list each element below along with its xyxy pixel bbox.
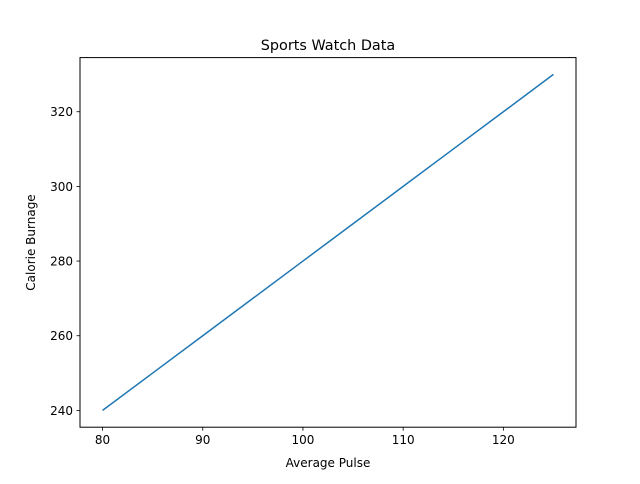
chart-title: Sports Watch Data [261,38,395,54]
y-tick-label: 320 [50,105,73,119]
series-line [102,73,554,412]
y-tick-label: 260 [50,329,73,343]
x-tick-label: 120 [492,433,515,447]
y-axis-label: Calorie Burnage [24,194,38,290]
x-tick-label: 80 [95,433,110,447]
y-tick-label: 300 [50,180,73,194]
x-tick-label: 110 [392,433,415,447]
x-axis-label: Average Pulse [286,456,371,470]
x-tick-label: 90 [195,433,210,447]
x-tick-label: 100 [291,433,314,447]
plot-area-frame [79,57,577,428]
y-tick-label: 280 [50,255,73,269]
y-tick-label: 240 [50,404,73,418]
